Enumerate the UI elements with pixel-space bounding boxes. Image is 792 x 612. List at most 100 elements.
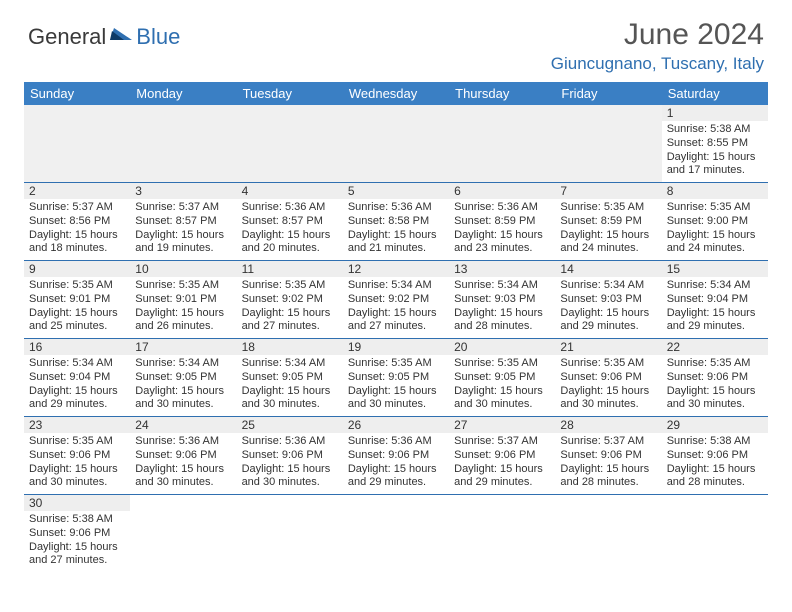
logo: General Blue [28, 18, 180, 50]
title-block: June 2024 Giuncugnano, Tuscany, Italy [551, 18, 764, 74]
day-details: Sunrise: 5:34 AMSunset: 9:04 PMDaylight:… [24, 355, 130, 416]
day-number: 21 [555, 339, 661, 355]
day-number: 17 [130, 339, 236, 355]
sunset-text: Sunset: 9:01 PM [135, 293, 231, 307]
sunset-text: Sunset: 8:57 PM [242, 215, 338, 229]
calendar-cell: 15Sunrise: 5:34 AMSunset: 9:04 PMDayligh… [662, 261, 768, 339]
day-details: Sunrise: 5:37 AMSunset: 9:06 PMDaylight:… [449, 433, 555, 494]
day-number: 24 [130, 417, 236, 433]
day-details: Sunrise: 5:35 AMSunset: 9:01 PMDaylight:… [24, 277, 130, 338]
day-number: 14 [555, 261, 661, 277]
sunset-text: Sunset: 8:56 PM [29, 215, 125, 229]
sunrise-text: Sunrise: 5:35 AM [667, 357, 763, 371]
sunset-text: Sunset: 9:05 PM [454, 371, 550, 385]
day-number: 18 [237, 339, 343, 355]
daylight-text: Daylight: 15 hours and 30 minutes. [454, 385, 550, 413]
sunrise-text: Sunrise: 5:34 AM [560, 279, 656, 293]
day-details: Sunrise: 5:38 AMSunset: 9:06 PMDaylight:… [24, 511, 130, 572]
day-details: Sunrise: 5:35 AMSunset: 8:59 PMDaylight:… [555, 199, 661, 260]
sunrise-text: Sunrise: 5:34 AM [667, 279, 763, 293]
sunset-text: Sunset: 8:59 PM [454, 215, 550, 229]
sunset-text: Sunset: 9:06 PM [348, 449, 444, 463]
sunrise-text: Sunrise: 5:37 AM [135, 201, 231, 215]
calendar-cell: 12Sunrise: 5:34 AMSunset: 9:02 PMDayligh… [343, 261, 449, 339]
sunset-text: Sunset: 9:02 PM [348, 293, 444, 307]
day-details: Sunrise: 5:36 AMSunset: 9:06 PMDaylight:… [343, 433, 449, 494]
sunset-text: Sunset: 9:05 PM [135, 371, 231, 385]
day-details: Sunrise: 5:37 AMSunset: 8:56 PMDaylight:… [24, 199, 130, 260]
daylight-text: Daylight: 15 hours and 21 minutes. [348, 229, 444, 257]
daylight-text: Daylight: 15 hours and 27 minutes. [29, 541, 125, 569]
sunrise-text: Sunrise: 5:36 AM [242, 435, 338, 449]
daylight-text: Daylight: 15 hours and 29 minutes. [560, 307, 656, 335]
calendar-cell [449, 495, 555, 573]
day-details: Sunrise: 5:35 AMSunset: 9:06 PMDaylight:… [555, 355, 661, 416]
day-details: Sunrise: 5:35 AMSunset: 9:01 PMDaylight:… [130, 277, 236, 338]
day-number: 1 [662, 105, 768, 121]
calendar-cell [555, 495, 661, 573]
day-number: 5 [343, 183, 449, 199]
daylight-text: Daylight: 15 hours and 30 minutes. [667, 385, 763, 413]
sunrise-text: Sunrise: 5:35 AM [29, 435, 125, 449]
sunrise-text: Sunrise: 5:36 AM [242, 201, 338, 215]
sunrise-text: Sunrise: 5:38 AM [29, 513, 125, 527]
day-number: 8 [662, 183, 768, 199]
daylight-text: Daylight: 15 hours and 17 minutes. [667, 151, 763, 179]
calendar-cell: 16Sunrise: 5:34 AMSunset: 9:04 PMDayligh… [24, 339, 130, 417]
calendar-cell: 30Sunrise: 5:38 AMSunset: 9:06 PMDayligh… [24, 495, 130, 573]
sunrise-text: Sunrise: 5:38 AM [667, 123, 763, 137]
calendar-cell: 9Sunrise: 5:35 AMSunset: 9:01 PMDaylight… [24, 261, 130, 339]
sunset-text: Sunset: 8:59 PM [560, 215, 656, 229]
day-details: Sunrise: 5:35 AMSunset: 9:06 PMDaylight:… [24, 433, 130, 494]
day-number: 13 [449, 261, 555, 277]
calendar-cell [130, 105, 236, 183]
calendar-cell: 8Sunrise: 5:35 AMSunset: 9:00 PMDaylight… [662, 183, 768, 261]
calendar-body: 1Sunrise: 5:38 AMSunset: 8:55 PMDaylight… [24, 105, 768, 572]
calendar-cell: 18Sunrise: 5:34 AMSunset: 9:05 PMDayligh… [237, 339, 343, 417]
day-details: Sunrise: 5:36 AMSunset: 8:58 PMDaylight:… [343, 199, 449, 260]
sunset-text: Sunset: 9:00 PM [667, 215, 763, 229]
day-number: 9 [24, 261, 130, 277]
day-number: 11 [237, 261, 343, 277]
flag-icon [110, 25, 134, 43]
calendar-cell: 7Sunrise: 5:35 AMSunset: 8:59 PMDaylight… [555, 183, 661, 261]
logo-text-dark: General [28, 24, 106, 50]
page-header: General Blue June 2024 Giuncugnano, Tusc… [0, 0, 792, 80]
sunrise-text: Sunrise: 5:38 AM [667, 435, 763, 449]
day-details: Sunrise: 5:36 AMSunset: 8:57 PMDaylight:… [237, 199, 343, 260]
daylight-text: Daylight: 15 hours and 28 minutes. [667, 463, 763, 491]
sunrise-text: Sunrise: 5:36 AM [454, 201, 550, 215]
day-number: 20 [449, 339, 555, 355]
day-number: 28 [555, 417, 661, 433]
month-title: June 2024 [551, 18, 764, 52]
sunset-text: Sunset: 9:03 PM [560, 293, 656, 307]
calendar-cell [24, 105, 130, 183]
calendar-week: 2Sunrise: 5:37 AMSunset: 8:56 PMDaylight… [24, 183, 768, 261]
calendar-cell: 2Sunrise: 5:37 AMSunset: 8:56 PMDaylight… [24, 183, 130, 261]
day-details: Sunrise: 5:36 AMSunset: 9:06 PMDaylight:… [237, 433, 343, 494]
sunset-text: Sunset: 9:06 PM [135, 449, 231, 463]
calendar-cell: 21Sunrise: 5:35 AMSunset: 9:06 PMDayligh… [555, 339, 661, 417]
sunrise-text: Sunrise: 5:35 AM [242, 279, 338, 293]
day-number: 4 [237, 183, 343, 199]
day-details: Sunrise: 5:36 AMSunset: 8:59 PMDaylight:… [449, 199, 555, 260]
day-details: Sunrise: 5:34 AMSunset: 9:05 PMDaylight:… [237, 355, 343, 416]
daylight-text: Daylight: 15 hours and 30 minutes. [29, 463, 125, 491]
sunrise-text: Sunrise: 5:35 AM [348, 357, 444, 371]
sunset-text: Sunset: 9:04 PM [667, 293, 763, 307]
sunset-text: Sunset: 9:05 PM [348, 371, 444, 385]
calendar-cell: 26Sunrise: 5:36 AMSunset: 9:06 PMDayligh… [343, 417, 449, 495]
day-number: 16 [24, 339, 130, 355]
sunset-text: Sunset: 9:06 PM [667, 371, 763, 385]
day-details: Sunrise: 5:34 AMSunset: 9:05 PMDaylight:… [130, 355, 236, 416]
daylight-text: Daylight: 15 hours and 30 minutes. [135, 463, 231, 491]
sunrise-text: Sunrise: 5:35 AM [29, 279, 125, 293]
calendar-cell: 5Sunrise: 5:36 AMSunset: 8:58 PMDaylight… [343, 183, 449, 261]
daylight-text: Daylight: 15 hours and 24 minutes. [560, 229, 656, 257]
calendar-cell: 22Sunrise: 5:35 AMSunset: 9:06 PMDayligh… [662, 339, 768, 417]
daylight-text: Daylight: 15 hours and 30 minutes. [560, 385, 656, 413]
calendar-cell: 20Sunrise: 5:35 AMSunset: 9:05 PMDayligh… [449, 339, 555, 417]
sunset-text: Sunset: 9:06 PM [242, 449, 338, 463]
sunset-text: Sunset: 9:03 PM [454, 293, 550, 307]
sunset-text: Sunset: 8:57 PM [135, 215, 231, 229]
